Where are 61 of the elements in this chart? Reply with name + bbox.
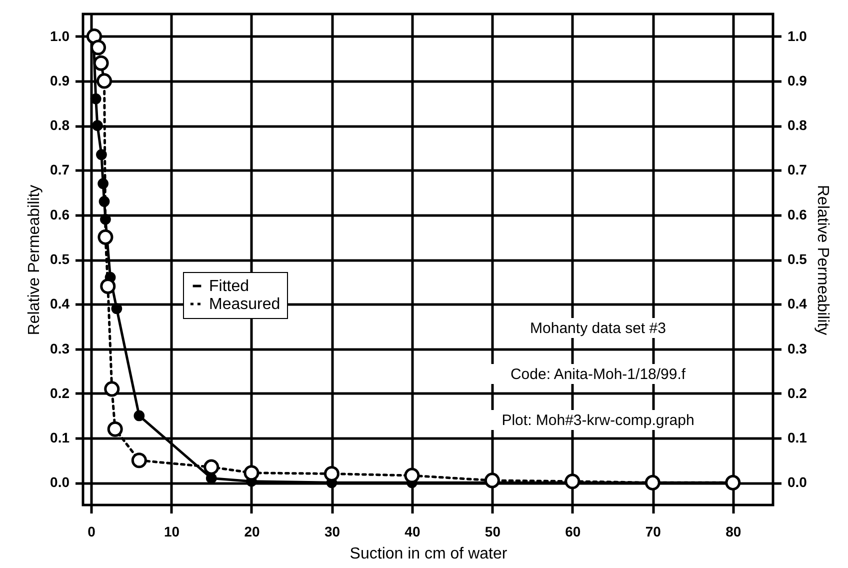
point xyxy=(100,278,116,294)
y2-tick-label: 0.1 xyxy=(788,430,808,446)
y-tick-label: 0.5 xyxy=(50,251,70,267)
x-tick-label: 10 xyxy=(164,524,180,540)
y-tick-label: 0.9 xyxy=(50,72,70,88)
legend-label: Measured xyxy=(209,296,280,313)
x-tick-label: 40 xyxy=(404,524,420,540)
x-tick-label: 30 xyxy=(324,524,340,540)
y-tick-label: 0.3 xyxy=(50,340,70,356)
y2-tick-label: 0.9 xyxy=(788,72,808,88)
y-tick-label: 0.6 xyxy=(50,206,70,222)
point xyxy=(104,381,120,397)
y2-tick-label: 0.5 xyxy=(788,251,808,267)
y2-tick-label: 0.7 xyxy=(788,162,808,178)
point xyxy=(564,474,580,490)
point xyxy=(324,466,340,482)
point xyxy=(98,178,108,190)
point xyxy=(92,120,103,132)
y2-tick-label: 0.2 xyxy=(788,384,808,401)
x-tick-label: 0 xyxy=(88,524,96,540)
y-tick-label: 0.4 xyxy=(50,296,70,312)
y-tick-label: 1.0 xyxy=(50,28,70,44)
x-axis-title: Suction in cm of water xyxy=(350,546,508,562)
point xyxy=(206,472,217,484)
y2-tick-label: 0.6 xyxy=(788,206,808,222)
x-tick-label: 70 xyxy=(645,524,662,540)
point xyxy=(131,452,147,468)
y-tick-label: 0.7 xyxy=(50,162,70,178)
point xyxy=(96,149,107,160)
legend-label: Fitted xyxy=(209,278,250,295)
x-tick-label: 50 xyxy=(484,524,501,540)
y-tick-label: 0.0 xyxy=(50,474,70,490)
annotation: Code: Anita-Moh-1/18/99.f xyxy=(510,366,686,383)
point xyxy=(98,229,114,245)
y2-tick-label: 1.0 xyxy=(788,28,808,44)
annotation: Plot: Moh#3-krw-comp.graph xyxy=(502,412,694,429)
point xyxy=(93,55,109,71)
y-tick-label: 0.1 xyxy=(50,430,70,446)
y-tick-label: 0.8 xyxy=(50,117,70,134)
y2-tick-label: 0.3 xyxy=(788,340,808,356)
x-tick-label: 20 xyxy=(244,524,260,540)
point xyxy=(484,472,500,488)
point xyxy=(90,93,102,104)
point xyxy=(244,465,260,481)
y2-tick-label: 0.0 xyxy=(788,474,808,490)
point xyxy=(404,468,420,484)
x-tick-label: 60 xyxy=(565,524,581,540)
y-tick-label: 0.2 xyxy=(50,384,70,401)
y2-tick-label: 0.4 xyxy=(788,296,808,312)
annotation: Mohanty data set #3 xyxy=(530,320,666,337)
y2-tick-label: 0.8 xyxy=(788,117,808,134)
point xyxy=(100,214,111,225)
y2-axis-title: Relative Permeability xyxy=(814,184,831,336)
point xyxy=(107,421,123,437)
x-tick-label: 80 xyxy=(726,524,742,540)
point xyxy=(204,459,220,475)
point xyxy=(134,410,145,422)
point xyxy=(98,196,110,207)
point xyxy=(111,303,122,314)
y-axis-title: Relative Permeability xyxy=(26,184,44,336)
point xyxy=(96,73,112,89)
